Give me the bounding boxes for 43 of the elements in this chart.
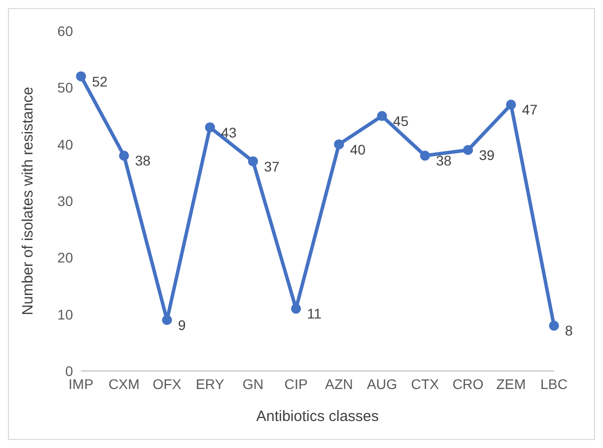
point xyxy=(334,139,344,150)
y-tick-label: 40 xyxy=(57,136,74,152)
x-tick-label: CTX xyxy=(411,376,440,392)
point xyxy=(119,150,129,161)
data-label: 8 xyxy=(565,322,573,339)
data-label: 9 xyxy=(178,317,186,333)
point xyxy=(463,145,473,155)
x-tick-label: OFX xyxy=(152,376,182,392)
x-tick-label: GN xyxy=(242,376,264,392)
data-label: 47 xyxy=(522,102,538,118)
data-label: 38 xyxy=(135,152,151,169)
point xyxy=(291,304,301,314)
point xyxy=(162,315,172,325)
point xyxy=(549,320,559,331)
y-tick-label: 20 xyxy=(57,250,74,266)
x-tick-label: CIP xyxy=(284,376,308,392)
y-axis-title: Number of isolates with resistance xyxy=(19,86,36,316)
point xyxy=(248,156,258,166)
y-tick-label: 30 xyxy=(57,192,74,209)
point xyxy=(420,150,430,161)
data-label: 40 xyxy=(350,141,366,158)
y-tick-label: 50 xyxy=(57,80,74,96)
y-tick-label: 10 xyxy=(57,306,74,322)
x-tick-label: CXM xyxy=(108,376,140,392)
data-label: 38 xyxy=(436,152,452,169)
y-tick-label: 60 xyxy=(57,22,74,39)
data-label: 37 xyxy=(264,158,280,174)
x-tick-label: ZEM xyxy=(496,376,526,392)
x-tick-label: LBC xyxy=(540,376,568,392)
x-tick-label: AUG xyxy=(366,376,398,392)
point xyxy=(76,71,86,82)
x-tick-label: CRO xyxy=(452,376,484,392)
data-label: 45 xyxy=(393,113,409,129)
point xyxy=(377,111,387,121)
point xyxy=(205,122,215,132)
x-tick-label: ERY xyxy=(196,376,225,392)
data-label: 52 xyxy=(92,73,108,90)
data-label: 43 xyxy=(221,124,237,140)
x-axis-title: Antibiotics classes xyxy=(256,408,379,425)
data-label: 39 xyxy=(479,147,495,163)
data-label: 11 xyxy=(307,306,322,322)
point xyxy=(506,100,516,110)
x-tick-label: AZN xyxy=(325,376,353,392)
